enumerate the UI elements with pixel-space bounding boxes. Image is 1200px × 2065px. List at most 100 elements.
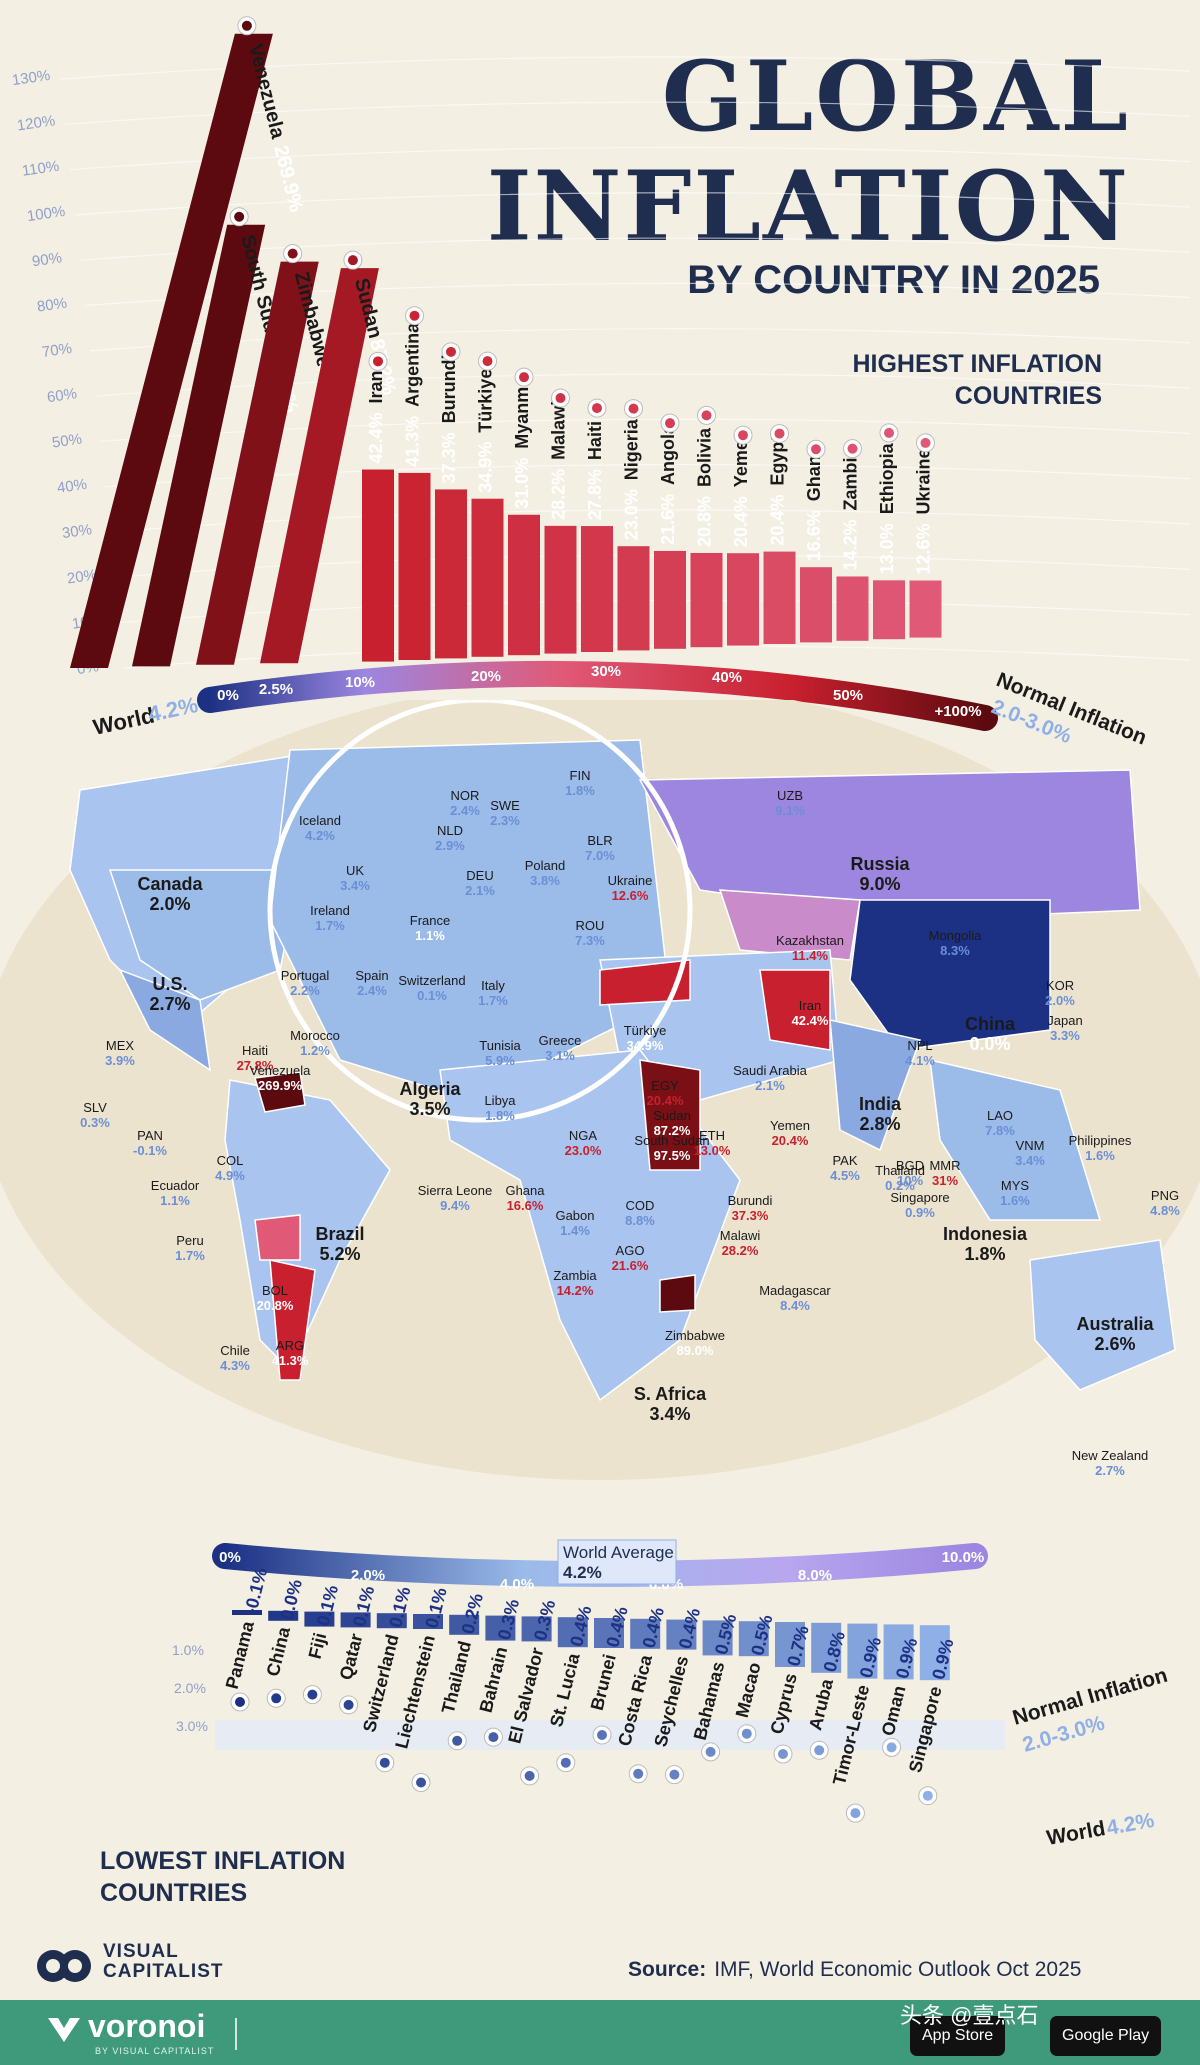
map-region-value: 12.6%: [612, 888, 649, 903]
map-region-value: 4.9%: [215, 1168, 245, 1183]
map-region-value: 21.6%: [612, 1258, 649, 1273]
bar-label-group: 37.3% Burundi: [439, 354, 459, 483]
bar-value-label: 23.0%: [622, 489, 642, 540]
google-play-button[interactable]: Google Play: [1050, 2016, 1162, 2056]
y-tick-label: 110%: [21, 158, 60, 180]
map-region-value: 27.8%: [237, 1058, 274, 1073]
map-region-value: 28.2%: [722, 1243, 759, 1258]
map-region-value: 1.1%: [415, 928, 445, 943]
map-region-name: ETH: [699, 1128, 725, 1143]
scale-tick-label: 10%: [345, 674, 375, 691]
bar-value-label: 269.9%: [269, 143, 307, 214]
bar-label-group: 28.2% Malawi: [549, 401, 569, 520]
bar-value-label: 37.3%: [439, 432, 459, 483]
bar-category-label: Argentina: [403, 322, 423, 407]
y-tick-label: 130%: [11, 67, 51, 89]
scale-tick-label: 0%: [219, 1549, 241, 1566]
bar-value-label: 0.0%: [277, 1577, 306, 1622]
bar-label-group: 23.0% Nigeria: [622, 418, 642, 540]
map-region-value: 2.8%: [859, 1114, 900, 1134]
map-region-value: 2.1%: [755, 1078, 785, 1093]
bar-category-label: Panama: [222, 1618, 258, 1691]
bar: [413, 1614, 443, 1629]
map-region-name: NGA: [569, 1128, 598, 1143]
scale-tick-label: 40%: [712, 669, 742, 686]
flag-marker-center: [379, 1757, 390, 1768]
bar-value-label: 27.8%: [585, 469, 605, 520]
bar-value-label: 20.8%: [695, 496, 715, 547]
map-region-name: France: [410, 913, 450, 928]
world-inflation-map: Canada2.0%U.S.2.7%MEX3.9%Haiti27.8%SLV0.…: [0, 700, 1200, 1480]
map-region-name: Morocco: [290, 1028, 340, 1043]
map-region-value: 9.0%: [859, 874, 900, 894]
map-region-name: Kazakhstan: [776, 933, 844, 948]
bar-category-label: Egypt: [768, 436, 788, 486]
map-region-value: 3.4%: [649, 1404, 690, 1424]
map-region-value: 1.8%: [964, 1244, 1005, 1264]
map-region-value: 3.8%: [530, 873, 560, 888]
flag-marker-center: [738, 430, 748, 441]
map-region-name: Chile: [220, 1343, 250, 1358]
map-region-china: [849, 899, 1051, 1051]
bar: [727, 553, 759, 646]
map-region-india: [829, 1019, 921, 1152]
map-region-value: 10%: [897, 1173, 923, 1188]
bar: [594, 1618, 624, 1648]
map-region-value: 1.4%: [560, 1223, 590, 1238]
y-tick-label: 1.0%: [172, 1642, 204, 1658]
map-region-name: Peru: [176, 1233, 203, 1248]
map-region-name: Tunisia: [479, 1038, 521, 1053]
flag-marker-center: [452, 1735, 463, 1746]
map-region-value: 0.2%: [885, 1178, 915, 1193]
map-region-value: 2.0%: [1045, 993, 1075, 1008]
bar-category-label: Haiti: [585, 421, 605, 460]
map-region-name: U.S.: [152, 974, 187, 994]
y-tick-label: 3.0%: [176, 1718, 208, 1734]
bar: [398, 472, 431, 660]
vc-line2: CAPITALIST: [103, 1961, 224, 1982]
bar: [508, 514, 540, 656]
map-region-value: 4.3%: [220, 1358, 250, 1373]
bar-label-group: 42.4% Iran: [366, 371, 386, 464]
highest-inflation-chart: 130% 120% 110% 100% 90% 80% 70% 60% 50% 40% 30% 20%…: [11, 16, 1191, 750]
scale-tick-label: 8.0%: [798, 1567, 832, 1584]
flag-marker-center: [920, 437, 931, 448]
map-region-name: PAN: [137, 1128, 163, 1143]
map-region-value: 23.0%: [565, 1143, 602, 1158]
map-region-name: Canada: [137, 874, 203, 894]
bar: [232, 1610, 262, 1615]
map-region-value: 1.8%: [485, 1108, 515, 1123]
bar-label-group: Qatar 0.1%: [336, 1584, 379, 1682]
map-region-name: BGD: [896, 1158, 924, 1173]
vc-line1: VISUAL: [103, 1941, 179, 1962]
map-region-name: Burundi: [728, 1193, 773, 1208]
map-region-name: ARG: [276, 1338, 304, 1353]
map-region-value: 8.4%: [780, 1298, 810, 1313]
map-region-iran: [759, 969, 831, 1051]
voronoi-logo-text[interactable]: voronoi: [88, 2008, 206, 2044]
grid-line: [89, 328, 1191, 352]
scale-tick-label: 2.5%: [259, 681, 293, 698]
lowest-title-line2: COUNTRIES: [100, 1879, 248, 1907]
app-store-button[interactable]: App Store: [910, 2016, 1006, 2056]
world-average-box: [557, 1539, 677, 1585]
bar: [800, 567, 832, 643]
bar-category-label: Burundi: [439, 354, 459, 423]
map-region-name: DEU: [466, 868, 493, 883]
flag-marker-center: [271, 1693, 282, 1704]
bar-value-label: 0.4%: [566, 1604, 595, 1649]
source-text: IMF, World Economic Outlook Oct 2025: [714, 1958, 1082, 1981]
flag-marker-center: [446, 346, 456, 357]
bar: [909, 580, 942, 638]
map-region-value: 20.4%: [772, 1133, 809, 1148]
bar-category-label: Bahrain: [476, 1645, 512, 1715]
map-region-name: Iceland: [299, 813, 341, 828]
map-region-turkiye: [599, 959, 691, 1006]
flag-marker-center: [665, 418, 675, 429]
bar-value-label: 0.4%: [639, 1605, 668, 1650]
map-region-value: 2.1%: [465, 883, 495, 898]
world-average-value: 4.2%: [563, 1563, 602, 1582]
bar-value-label: 0.1%: [385, 1585, 414, 1630]
bar-label-group: 20.8% Bolivia: [695, 427, 715, 547]
bar: [617, 546, 650, 651]
